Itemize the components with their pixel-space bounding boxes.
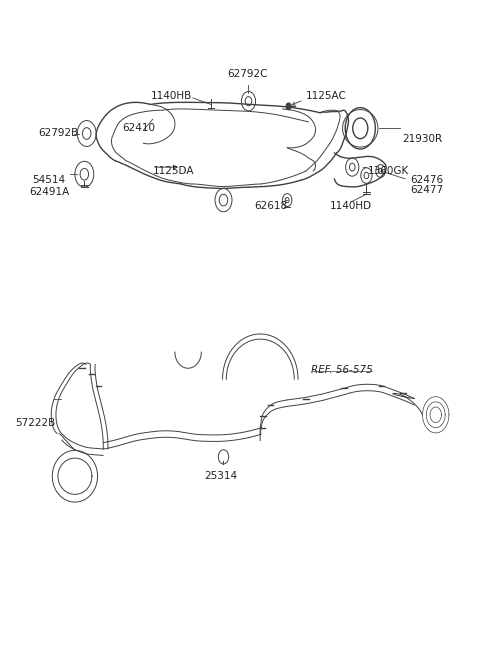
Text: 1140HD: 1140HD	[330, 201, 372, 211]
Text: 25314: 25314	[204, 471, 238, 481]
Circle shape	[286, 103, 291, 109]
Text: 62410: 62410	[122, 123, 155, 134]
Text: 54514: 54514	[33, 175, 66, 185]
Text: 62476: 62476	[410, 175, 443, 185]
Text: 1140HB: 1140HB	[151, 91, 192, 101]
Text: 1125AC: 1125AC	[306, 91, 347, 101]
Text: 62792C: 62792C	[227, 69, 267, 79]
Text: 21930R: 21930R	[403, 134, 443, 143]
Text: 62491A: 62491A	[29, 187, 69, 196]
Text: REF. 56-575: REF. 56-575	[311, 365, 372, 375]
Text: 62792B: 62792B	[38, 128, 79, 138]
Text: 62618: 62618	[254, 201, 287, 211]
Text: 1360GK: 1360GK	[367, 166, 408, 176]
Text: 57222B: 57222B	[15, 418, 55, 428]
Text: 62477: 62477	[410, 185, 443, 195]
Text: 1125DA: 1125DA	[153, 166, 194, 176]
